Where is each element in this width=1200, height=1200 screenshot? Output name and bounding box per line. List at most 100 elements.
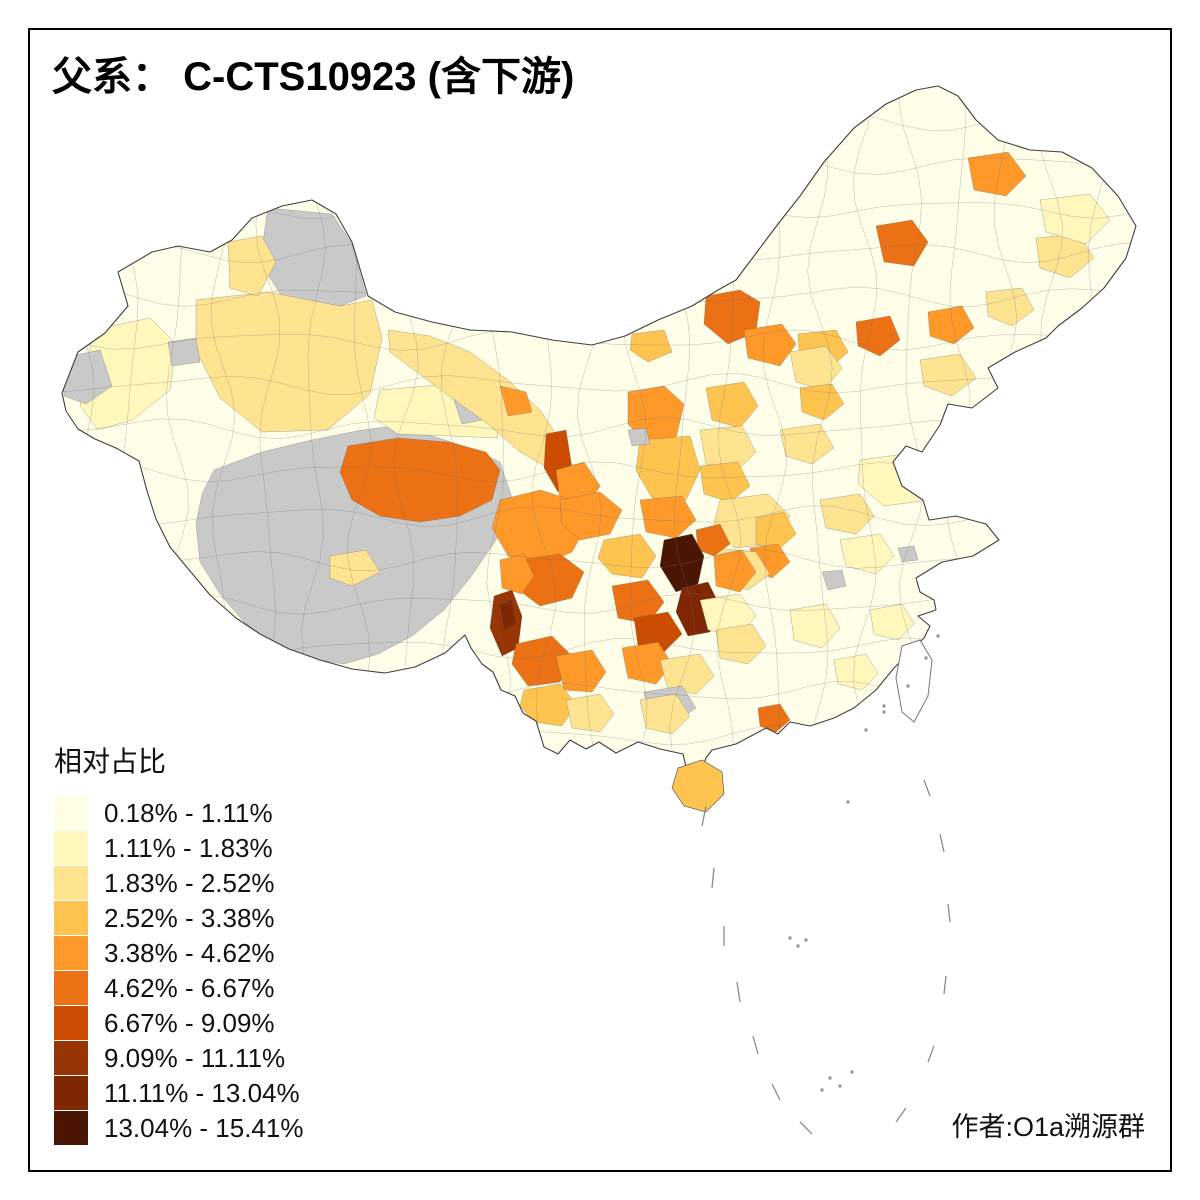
legend-label: 0.18% - 1.11% (104, 797, 273, 828)
province-patch (629, 329, 673, 363)
province-patch (635, 435, 701, 501)
province-patch (713, 549, 757, 593)
legend-label: 3.38% - 4.62% (104, 937, 275, 968)
province-patch (755, 511, 797, 551)
legend-swatch (54, 1111, 88, 1145)
nine-dash-segment (943, 975, 947, 995)
province-patch (839, 533, 895, 575)
province-patch (659, 653, 715, 695)
province-patch (699, 425, 757, 473)
island-dot (882, 704, 886, 708)
nine-dash-segment (947, 903, 951, 923)
province-patch (659, 533, 705, 593)
legend-item: 1.83% - 2.52% (54, 866, 303, 900)
island-dot (796, 944, 800, 948)
legend-swatch (54, 936, 88, 970)
province-patch (705, 381, 759, 429)
island-dot (850, 1070, 854, 1074)
legend-swatch (54, 831, 88, 865)
legend-item: 6.67% - 9.09% (54, 1006, 303, 1040)
island-dot (864, 728, 868, 732)
legend-swatch (54, 1076, 88, 1110)
nine-dash-segment (895, 1107, 907, 1123)
island-dot (882, 710, 886, 714)
nine-dash-segment (752, 1035, 759, 1055)
island-dot (906, 684, 910, 688)
island-dot (828, 1076, 832, 1080)
legend-item: 0.18% - 1.11% (54, 796, 303, 830)
attribution-text: 作者:O1a溯源群 (951, 1112, 1145, 1142)
legend-label: 4.62% - 6.67% (104, 972, 275, 1003)
island-dot (820, 1088, 824, 1092)
province-patch (639, 693, 691, 735)
nine-dash-segment (711, 867, 715, 889)
province-patch (559, 491, 623, 541)
province-patch (699, 461, 751, 503)
legend-item: 3.38% - 4.62% (54, 936, 303, 970)
province-patch (869, 603, 915, 641)
province-patch (499, 553, 535, 595)
province-patch (227, 235, 277, 297)
province-patch (555, 649, 607, 693)
province-patch (639, 495, 697, 539)
island-dot (838, 1084, 842, 1088)
legend-swatch (54, 1041, 88, 1075)
province-patch (819, 493, 875, 535)
province-patch (855, 315, 901, 357)
nine-dash-segment (771, 1083, 781, 1101)
island-dot (788, 936, 792, 940)
legend-label: 9.09% - 11.11% (104, 1042, 286, 1073)
nine-dash-segment (736, 981, 741, 1003)
province-patch (821, 569, 847, 591)
map-title: 父系： C-CTS10923 (含下游) (52, 55, 575, 99)
province-patch (633, 611, 683, 653)
island-dot (804, 938, 808, 942)
province-patch (757, 703, 791, 733)
province-patch (985, 287, 1035, 327)
legend-items: 0.18% - 1.11% 1.11% - 1.83% 1.83% - 2.52% 2… (54, 796, 303, 1145)
legend-label: 2.52% - 3.38% (104, 902, 275, 933)
province-patch (611, 579, 665, 625)
legend-label: 11.11% - 13.04% (104, 1077, 300, 1108)
province-patch (195, 291, 383, 433)
country-outline (61, 85, 1137, 775)
province-patch (715, 623, 767, 665)
province-patch (789, 603, 841, 649)
province-patch (627, 427, 651, 447)
province-patch (789, 345, 843, 391)
legend-title: 相对占比 (54, 746, 167, 777)
province-patch (967, 151, 1027, 197)
legend-item: 2.52% - 3.38% (54, 901, 303, 935)
plot-border (28, 28, 1172, 1172)
legend-item: 4.62% - 6.67% (54, 971, 303, 1005)
legend-label: 6.67% - 9.09% (104, 1007, 275, 1038)
island-dot (936, 634, 940, 638)
taiwan-island (895, 639, 933, 723)
province-patch (927, 305, 975, 345)
legend-label: 1.83% - 2.52% (104, 867, 275, 898)
province-patch (329, 549, 381, 587)
legend-swatch (54, 971, 88, 1005)
hainan-island (671, 759, 725, 813)
province-patch (919, 353, 977, 397)
island-dot (924, 656, 928, 660)
legend-swatch (54, 796, 88, 830)
legend-item: 9.09% - 11.11% (54, 1041, 303, 1075)
legend-swatch (54, 866, 88, 900)
province-patch (779, 423, 835, 465)
province-patch (339, 437, 501, 523)
province-patch (499, 385, 533, 417)
legend-label: 13.04% - 15.41% (104, 1112, 304, 1143)
province-patch (499, 599, 517, 631)
province-patch (565, 693, 615, 733)
nine-dash-segment (923, 779, 931, 797)
legend: 相对占比 0.18% - 1.11% 1.11% - 1.83% 1.83% - 2… (54, 740, 303, 1146)
nine-dash-segment (701, 805, 707, 827)
legend-item: 13.04% - 15.41% (54, 1111, 303, 1145)
nine-dash-segment (927, 1045, 935, 1063)
legend-label: 1.11% - 1.83% (104, 832, 273, 863)
legend-swatch (54, 1006, 88, 1040)
province-patch (743, 323, 797, 367)
province-patch (167, 337, 201, 367)
